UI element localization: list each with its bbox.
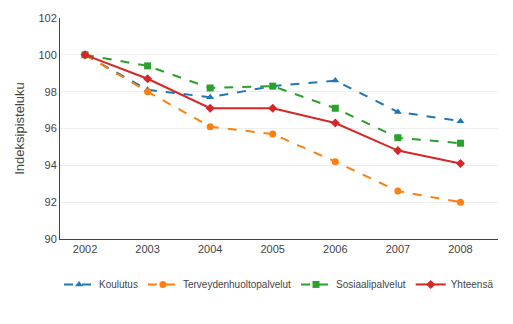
- svg-text:2004: 2004: [198, 243, 222, 255]
- svg-text:96: 96: [45, 122, 57, 134]
- svg-text:2008: 2008: [448, 243, 472, 255]
- svg-text:Sosiaalipalvelut: Sosiaalipalvelut: [336, 279, 406, 290]
- svg-text:102: 102: [38, 12, 56, 24]
- svg-text:Koulutus: Koulutus: [99, 279, 138, 290]
- svg-text:2003: 2003: [135, 243, 159, 255]
- svg-text:92: 92: [45, 196, 57, 208]
- svg-text:2002: 2002: [73, 243, 97, 255]
- svg-text:90: 90: [45, 233, 57, 245]
- svg-text:100: 100: [38, 49, 56, 61]
- svg-text:94: 94: [45, 159, 57, 171]
- svg-text:2007: 2007: [386, 243, 410, 255]
- svg-text:98: 98: [45, 86, 57, 98]
- svg-text:Indeksipisteluku: Indeksipisteluku: [12, 82, 27, 175]
- svg-text:2006: 2006: [323, 243, 347, 255]
- svg-text:Terveydenhuoltopalvelut: Terveydenhuoltopalvelut: [183, 279, 291, 290]
- svg-text:2005: 2005: [260, 243, 284, 255]
- svg-text:Yhteensä: Yhteensä: [451, 279, 494, 290]
